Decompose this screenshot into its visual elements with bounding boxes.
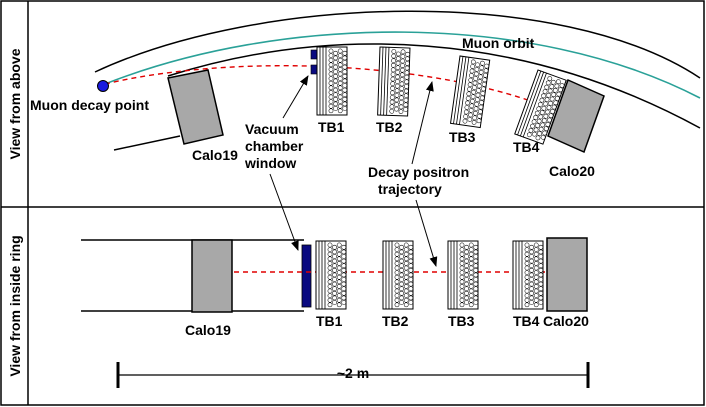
tb1-top-label: TB1 <box>318 119 345 135</box>
tracker-tb2-top <box>377 46 411 117</box>
muon-decay-point-label: Muon decay point <box>30 97 149 113</box>
tb4-top-label: TB4 <box>513 139 540 155</box>
tracker-tb1-bottom <box>315 240 347 310</box>
vacuum-window-bottom <box>301 244 312 308</box>
tb2-top-label: TB2 <box>376 119 403 135</box>
tracker-tb2-bottom <box>382 240 414 310</box>
top-view: Muon orbit Muon decay point Calo19 TB1 T… <box>30 10 701 197</box>
tracker-tb3-top <box>449 55 491 129</box>
tb3-top-label: TB3 <box>449 129 476 145</box>
calo19-bottom-label: Calo19 <box>185 322 231 338</box>
muon-decay-point-marker <box>97 80 109 92</box>
calo19-top <box>167 69 224 145</box>
positron-trajectory-label-line2: trajectory <box>378 181 442 197</box>
positron-trajectory-label-line1: Decay positron <box>368 164 469 180</box>
vacuum-window-arrow-top <box>282 75 309 119</box>
tracker-tb1-top <box>316 46 348 116</box>
panel-label-top: View from above <box>7 48 23 159</box>
tb3-bottom-label: TB3 <box>448 313 475 329</box>
calo20-top-label: Calo20 <box>549 163 595 179</box>
tb4-bottom-label: TB4 <box>513 313 540 329</box>
bottom-view: Calo19 TB1 TB2 TB3 TB4 Calo20 ~2 m <box>81 173 590 388</box>
tracker-tb4-bottom <box>512 240 544 310</box>
ring-inner-wall <box>167 43 701 129</box>
vacuum-window-arrow-bottom <box>269 173 299 251</box>
positron-trajectory-arrow-top <box>411 81 434 165</box>
positron-trajectory-arrow-bottom <box>415 199 438 267</box>
calo20-top <box>547 78 605 154</box>
tb1-bottom-label: TB1 <box>316 313 343 329</box>
calo19-top-label: Calo19 <box>192 147 238 163</box>
vacuum-window-label-line2: chamber <box>245 138 304 154</box>
tb2-bottom-label: TB2 <box>382 313 409 329</box>
tracker-tb4-top <box>514 69 567 145</box>
ring-outer-wall <box>94 10 701 79</box>
calo20-bottom <box>546 237 588 312</box>
muon-orbit-label: Muon orbit <box>462 35 535 51</box>
vacuum-window-top-upper <box>310 49 318 60</box>
calo20-bottom-label: Calo20 <box>543 313 589 329</box>
vacuum-window-top-lower <box>310 64 318 75</box>
vacuum-window-label-line3: window <box>244 155 296 171</box>
panel-label-bottom: View from inside ring <box>7 235 23 376</box>
scale-bar-label: ~2 m <box>337 365 369 381</box>
vacuum-window-label-line1: Vacuum <box>245 121 299 137</box>
muon-orbit-line <box>104 31 701 99</box>
tracker-tb3-bottom <box>447 240 479 310</box>
ring-inner-wall-stub <box>113 135 181 151</box>
calo19-bottom <box>191 239 233 313</box>
